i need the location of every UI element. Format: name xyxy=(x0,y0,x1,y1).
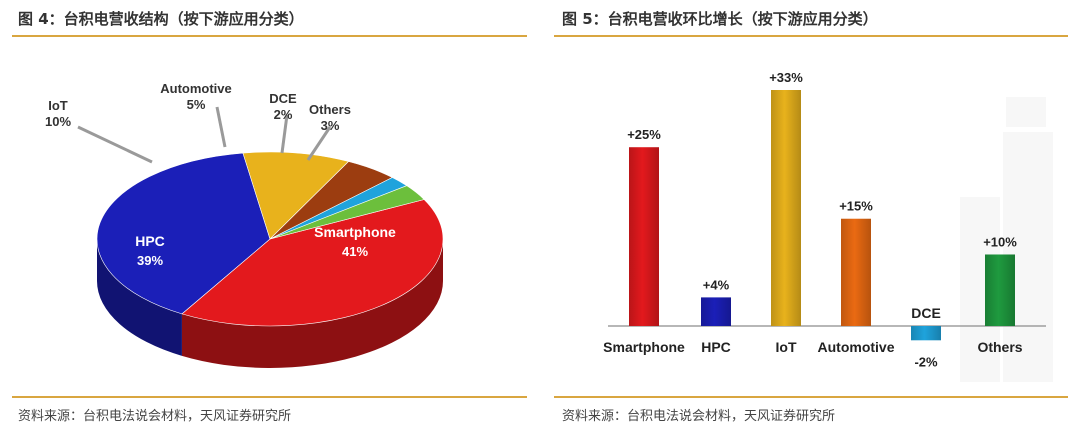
pie-side-walls xyxy=(97,239,443,368)
bar-value-label-dce: -2% xyxy=(914,354,938,369)
pie-slice-others xyxy=(269,185,425,240)
bar-chart-panel: 图 5：台积电营收环比增长（按下游应用分类） +25% Smartphone +4%… xyxy=(548,0,1080,432)
bar-value-label-others: +10% xyxy=(983,234,1017,249)
bar-hpc xyxy=(701,297,731,326)
pie-slice-hpc xyxy=(96,152,271,315)
title-divider xyxy=(12,35,527,37)
bar-category-label-smartphone: Smartphone xyxy=(603,339,685,355)
pie-label-automotive: Automotive xyxy=(160,81,232,96)
bar-series: +25% Smartphone +4% HPC +33% IoT +15% Automotiv… xyxy=(603,70,1023,369)
pie-label-iot: IoT xyxy=(48,98,68,113)
bar-value-label-hpc: +4% xyxy=(703,277,730,292)
bar-value-label-iot: +33% xyxy=(769,70,803,85)
pie-value-smartphone: 41% xyxy=(342,244,368,259)
pie-label-hpc: HPC xyxy=(135,233,165,249)
pie-chart-title: 图 4：台积电营收结构（按下游应用分类） xyxy=(18,10,304,28)
pie-label-others: Others xyxy=(309,102,351,117)
bar-automotive xyxy=(841,218,871,326)
title-divider xyxy=(554,35,1068,37)
source-divider xyxy=(554,396,1068,398)
pie-value-others: 3% xyxy=(321,118,340,133)
pie-chart-panel: 图 4：台积电营收结构（按下游应用分类） Smartphone 41% HPC 39%… xyxy=(0,0,530,432)
pie-slice-smartphone xyxy=(181,199,444,327)
source-divider xyxy=(12,396,527,398)
bar-iot xyxy=(771,90,801,326)
bar-dce xyxy=(911,326,941,341)
bar-chart-source: 资料来源：台积电法说会材料，天风证券研究所 xyxy=(562,409,836,424)
pie-slice-iot xyxy=(242,151,350,240)
pie-chart-source: 资料来源：台积电法说会材料，天风证券研究所 xyxy=(18,409,292,424)
bar-value-label-smartphone: +25% xyxy=(627,127,661,142)
bar-category-label-iot: IoT xyxy=(776,339,797,355)
pie-value-automotive: 5% xyxy=(187,97,206,112)
pie-top xyxy=(96,151,444,327)
pie-leader-iot xyxy=(77,125,153,164)
pie-leader-automotive xyxy=(215,106,227,148)
bar-category-label-dce: DCE xyxy=(911,305,941,321)
pie-label-smartphone: Smartphone xyxy=(314,224,396,240)
pie-side-hpc xyxy=(97,239,182,356)
pie-value-hpc: 39% xyxy=(137,253,163,268)
bar-smartphone xyxy=(629,147,659,326)
pie-value-dce: 2% xyxy=(274,107,293,122)
bar-others xyxy=(985,254,1015,326)
bar-bg-block xyxy=(1006,97,1046,127)
bar-category-label-hpc: HPC xyxy=(701,339,731,355)
bar-chart-title: 图 5：台积电营收环比增长（按下游应用分类） xyxy=(562,10,878,28)
bar-category-label-others: Others xyxy=(977,339,1022,355)
pie-side-smartphone xyxy=(181,239,443,368)
pie-leader-dce xyxy=(280,114,289,154)
pie-label-dce: DCE xyxy=(269,91,297,106)
bar-chart: +25% Smartphone +4% HPC +33% IoT +15% Automotiv… xyxy=(603,70,1053,382)
bar-value-label-automotive: +15% xyxy=(839,199,873,214)
pie-leader-others xyxy=(306,126,332,161)
bar-category-label-automotive: Automotive xyxy=(818,339,895,355)
pie-value-iot: 10% xyxy=(45,114,71,129)
